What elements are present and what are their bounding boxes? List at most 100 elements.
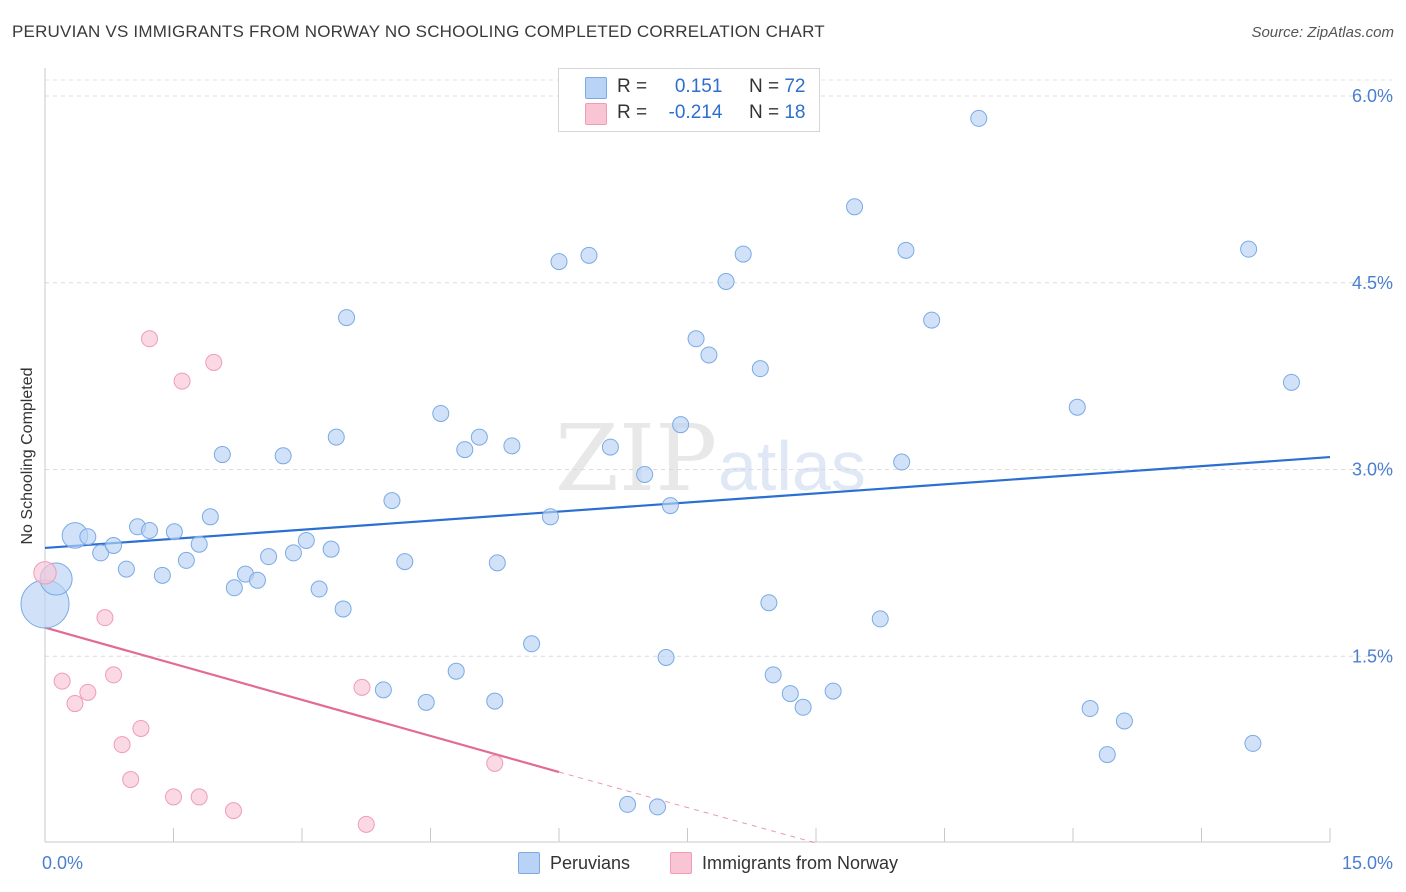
data-point-peruvians xyxy=(284,544,302,562)
data-point-peruvians xyxy=(1282,373,1300,391)
data-point-peruvians xyxy=(970,109,988,127)
data-point-peruvians xyxy=(601,438,619,456)
legend-n-value: 72 xyxy=(784,76,806,97)
data-point-norway xyxy=(353,678,371,696)
data-point-peruvians xyxy=(334,600,352,618)
legend-swatch-peruvians xyxy=(585,77,607,99)
legend-swatch-peruvians xyxy=(518,852,540,874)
data-point-peruvians xyxy=(1244,734,1262,752)
trend-line xyxy=(44,626,560,774)
watermark-atlas: atlas xyxy=(718,427,866,505)
data-point-peruvians xyxy=(764,666,782,684)
data-point-peruvians xyxy=(322,540,340,558)
data-points xyxy=(20,109,1300,833)
stats-legend: R = 0.151 N = 72 R = -0.214 N = 18 xyxy=(558,68,820,132)
data-point-norway xyxy=(33,561,57,585)
legend-n-value: 18 xyxy=(784,102,806,123)
data-point-peruvians xyxy=(396,553,414,571)
data-point-norway xyxy=(66,695,84,713)
data-point-peruvians xyxy=(734,245,752,263)
data-point-peruvians xyxy=(201,508,219,526)
trend-lines xyxy=(44,455,1331,844)
data-point-peruvians xyxy=(488,554,506,572)
data-point-peruvians xyxy=(432,404,450,422)
data-point-peruvians xyxy=(190,535,208,553)
y-tick-label: 6.0% xyxy=(1352,86,1393,106)
data-point-peruvians xyxy=(1081,700,1099,718)
data-point-norway xyxy=(224,802,242,820)
tick-labels: 1.5% 3.0% 4.5% 6.0% 0.0% 15.0% xyxy=(42,86,1393,873)
data-point-peruvians xyxy=(717,273,735,291)
data-point-peruvians xyxy=(700,346,718,364)
legend-item-norway[interactable]: Immigrants from Norway xyxy=(670,852,898,874)
legend-n-label: N = xyxy=(748,76,780,97)
data-point-peruvians xyxy=(580,246,598,264)
data-point-peruvians xyxy=(486,692,504,710)
legend-swatch-norway xyxy=(585,103,607,125)
data-point-peruvians xyxy=(92,544,110,562)
data-point-peruvians xyxy=(687,330,705,348)
legend-r-value: 0.151 xyxy=(674,76,723,97)
data-point-peruvians xyxy=(225,579,243,597)
data-point-peruvians xyxy=(374,681,392,699)
source-credit: Source: ZipAtlas.com xyxy=(1251,24,1394,41)
data-point-peruvians xyxy=(310,580,328,598)
data-point-peruvians xyxy=(417,693,435,711)
data-point-norway xyxy=(141,330,159,348)
data-point-peruvians xyxy=(1068,398,1086,416)
legend-r-label: R = xyxy=(617,76,648,97)
legend-r-value: -0.214 xyxy=(668,102,723,123)
data-point-norway xyxy=(79,683,97,701)
data-point-peruvians xyxy=(177,551,195,569)
axes xyxy=(44,68,1331,843)
data-point-norway xyxy=(132,719,150,737)
data-point-peruvians xyxy=(523,635,541,653)
data-point-peruvians xyxy=(661,497,679,515)
data-point-peruvians xyxy=(503,437,521,455)
data-point-norway xyxy=(190,788,208,806)
data-point-peruvians xyxy=(141,522,159,540)
trend-line xyxy=(44,455,1331,550)
data-point-norway xyxy=(96,609,114,627)
data-point-peruvians xyxy=(541,508,559,526)
data-point-peruvians xyxy=(1240,240,1258,258)
data-point-peruvians xyxy=(751,360,769,378)
data-point-norway xyxy=(173,372,191,390)
data-point-peruvians xyxy=(153,566,171,584)
data-point-peruvians xyxy=(327,428,345,446)
data-point-peruvians xyxy=(871,610,889,628)
data-point-peruvians xyxy=(636,465,654,483)
legend-label-norway: Immigrants from Norway xyxy=(702,852,899,873)
x-tick-label: 0.0% xyxy=(42,853,83,873)
series-legend: Peruvians Immigrants from Norway xyxy=(0,852,1406,878)
data-point-peruvians xyxy=(760,594,778,612)
y-tick-label: 4.5% xyxy=(1352,273,1393,293)
data-point-peruvians xyxy=(657,648,675,666)
data-point-peruvians xyxy=(619,795,637,813)
data-point-peruvians xyxy=(846,198,864,216)
data-point-peruvians xyxy=(672,416,690,434)
data-point-peruvians xyxy=(105,536,123,554)
legend-item-peruvians[interactable]: Peruvians xyxy=(518,852,630,874)
data-point-norway xyxy=(205,353,223,371)
data-point-peruvians xyxy=(165,523,183,541)
data-point-peruvians xyxy=(447,662,465,680)
data-point-norway xyxy=(113,736,131,754)
data-point-peruvians xyxy=(1098,746,1116,764)
data-point-peruvians xyxy=(781,685,799,703)
data-point-peruvians xyxy=(79,528,97,546)
legend-r-label: R = xyxy=(617,102,648,123)
legend-n-label: N = xyxy=(748,102,780,123)
data-point-peruvians xyxy=(893,453,911,471)
data-point-peruvians xyxy=(824,682,842,700)
data-point-peruvians xyxy=(383,492,401,510)
data-point-peruvians xyxy=(248,571,266,589)
data-point-peruvians xyxy=(1115,712,1133,730)
data-point-peruvians xyxy=(897,241,915,259)
data-point-peruvians xyxy=(338,309,356,327)
watermark-zip: ZIP xyxy=(555,405,717,512)
data-point-peruvians xyxy=(260,548,278,566)
data-point-peruvians xyxy=(213,446,231,464)
data-point-peruvians xyxy=(274,447,292,465)
